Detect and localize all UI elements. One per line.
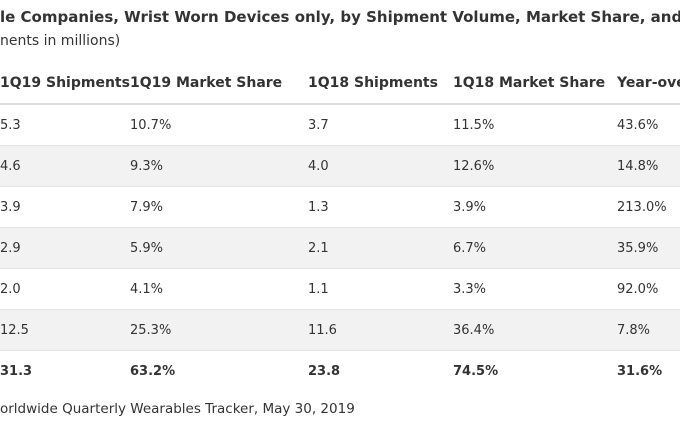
table-title: le Companies, Wrist Worn Devices only, b…: [0, 8, 680, 26]
column-header: 1Q18 Shipments: [308, 63, 453, 105]
table-row: 3.9 7.9% 1.3 3.9% 213.0%: [0, 186, 680, 228]
table-cell: 3.9: [0, 186, 130, 228]
table-row: 5.3 10.7% 3.7 11.5% 43.6%: [0, 103, 680, 146]
table-cell: 92.0%: [617, 268, 680, 310]
table-cell: 14.8%: [617, 145, 680, 187]
table-cell: 7.8%: [617, 309, 680, 351]
table-cell: 31.6%: [617, 350, 680, 391]
table-cell: 10.7%: [130, 103, 308, 146]
table-cell: 36.4%: [453, 309, 617, 351]
table-cell: 11.5%: [453, 103, 617, 146]
column-header: Year-ove: [617, 63, 680, 105]
table-cell: 4.1%: [130, 268, 308, 310]
table-row: 12.5 25.3% 11.6 36.4% 7.8%: [0, 309, 680, 351]
table-row: 4.6 9.3% 4.0 12.6% 14.8%: [0, 145, 680, 187]
table-cell: 63.2%: [130, 350, 308, 391]
column-header: 1Q19 Shipments: [0, 63, 130, 105]
table-cell: 4.6: [0, 145, 130, 187]
table-cell: 35.9%: [617, 227, 680, 269]
table-cell: 213.0%: [617, 186, 680, 228]
table-cell: 5.3: [0, 103, 130, 146]
table-cell: 5.9%: [130, 227, 308, 269]
data-table: 1Q19 Shipments 1Q19 Market Share 1Q18 Ship…: [0, 63, 680, 391]
table-cell: 3.9%: [453, 186, 617, 228]
table-cell: 7.9%: [130, 186, 308, 228]
column-header: 1Q18 Market Share: [453, 63, 617, 105]
table-cell: 11.6: [308, 309, 453, 351]
table-cell: 2.9: [0, 227, 130, 269]
table-cell: 3.7: [308, 103, 453, 146]
table-subtitle: nents in millions): [0, 33, 121, 49]
table-cell: 4.0: [308, 145, 453, 187]
table-cell: 9.3%: [130, 145, 308, 187]
table-cell: 74.5%: [453, 350, 617, 391]
table-cell: 43.6%: [617, 103, 680, 146]
table-cell: 12.6%: [453, 145, 617, 187]
table-cell: 1.3: [308, 186, 453, 228]
table-cell: 2.0: [0, 268, 130, 310]
table-cell: 25.3%: [130, 309, 308, 351]
table-row: 31.3 63.2% 23.8 74.5% 31.6%: [0, 350, 680, 391]
table-row: 2.9 5.9% 2.1 6.7% 35.9%: [0, 227, 680, 269]
column-header: 1Q19 Market Share: [130, 63, 308, 105]
header-row: 1Q19 Shipments 1Q19 Market Share 1Q18 Ship…: [0, 63, 680, 105]
table-cell: 3.3%: [453, 268, 617, 310]
table-cell: 31.3: [0, 350, 130, 391]
table-cell: 12.5: [0, 309, 130, 351]
table-cell: 23.8: [308, 350, 453, 391]
source-note: orldwide Quarterly Wearables Tracker, Ma…: [0, 401, 355, 417]
table-row: 2.0 4.1% 1.1 3.3% 92.0%: [0, 268, 680, 310]
table-cell: 2.1: [308, 227, 453, 269]
table-cell: 1.1: [308, 268, 453, 310]
table-cell: 6.7%: [453, 227, 617, 269]
